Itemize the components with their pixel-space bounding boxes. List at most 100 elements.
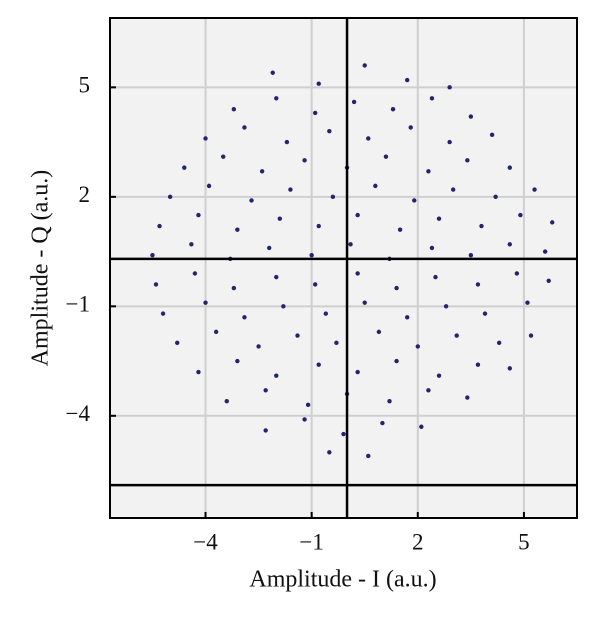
point: [189, 242, 194, 247]
point: [546, 278, 551, 283]
point: [532, 187, 537, 192]
point: [355, 271, 360, 276]
x-tick-label: −4: [193, 529, 218, 554]
point: [327, 450, 332, 455]
point: [366, 453, 371, 459]
point: [454, 333, 459, 338]
y-tick-label: −4: [66, 401, 91, 426]
point: [493, 194, 498, 200]
point: [267, 245, 272, 251]
point: [221, 154, 226, 159]
point: [373, 183, 378, 189]
point: [507, 242, 512, 247]
point: [153, 282, 159, 287]
point: [323, 311, 329, 316]
point: [259, 169, 265, 174]
point: [528, 333, 534, 338]
point: [542, 249, 548, 254]
point: [447, 139, 452, 145]
point: [443, 304, 449, 309]
x-axis-label: Amplitude - I (a.u.): [249, 567, 436, 593]
point: [383, 154, 389, 159]
point: [309, 253, 314, 258]
point: [404, 77, 410, 83]
point: [408, 125, 413, 130]
point: [175, 340, 180, 346]
point: [366, 136, 371, 141]
point: [224, 399, 229, 404]
point: [362, 63, 367, 68]
point: [312, 110, 318, 116]
point: [412, 198, 417, 203]
point: [316, 362, 321, 367]
point: [327, 128, 332, 134]
y-tick-label: 2: [79, 182, 91, 207]
point: [507, 366, 512, 371]
point: [436, 216, 442, 221]
point: [475, 362, 481, 367]
y-axis-label: Amplitude - Q (a.u.): [28, 170, 54, 367]
point: [433, 274, 438, 280]
point: [256, 344, 261, 349]
point: [450, 187, 456, 192]
point: [507, 165, 512, 170]
point: [362, 300, 367, 305]
point: [263, 388, 268, 393]
point: [397, 227, 403, 232]
point: [203, 300, 208, 305]
point: [302, 158, 307, 163]
point: [263, 428, 268, 433]
point: [249, 198, 254, 203]
point: [196, 369, 201, 375]
point: [380, 420, 385, 426]
point: [419, 424, 424, 429]
point: [415, 344, 420, 349]
point: [390, 107, 396, 112]
point: [192, 271, 198, 276]
point: [203, 136, 208, 141]
point: [196, 212, 201, 218]
point: [231, 107, 237, 112]
point: [404, 315, 410, 320]
point: [465, 395, 470, 400]
point: [426, 388, 431, 393]
point: [270, 70, 275, 75]
point: [157, 223, 162, 229]
y-tick-label: −1: [66, 292, 90, 317]
point: [394, 285, 399, 291]
point: [468, 114, 474, 119]
point: [206, 183, 212, 189]
point: [436, 373, 442, 378]
point: [447, 85, 452, 90]
point: [429, 96, 435, 101]
point: [274, 373, 279, 378]
point: [479, 223, 484, 229]
point: [288, 187, 293, 192]
point: [160, 311, 166, 316]
point: [316, 81, 321, 86]
point: [302, 417, 307, 422]
point: [426, 169, 431, 174]
point: [348, 242, 353, 247]
point: [489, 132, 495, 137]
point: [387, 399, 392, 404]
point: [518, 212, 523, 218]
point: [496, 340, 502, 346]
point: [312, 282, 318, 287]
y-tick-label: 5: [79, 73, 91, 98]
point: [468, 253, 474, 258]
point: [274, 96, 279, 101]
plot-background: [110, 18, 577, 518]
point: [482, 311, 488, 316]
point: [514, 271, 520, 276]
point: [235, 227, 240, 232]
point: [274, 274, 279, 280]
plot-frame: [109, 17, 578, 519]
point: [330, 194, 336, 200]
point: [334, 340, 339, 346]
point: [235, 358, 240, 364]
point: [277, 216, 283, 221]
point: [341, 431, 346, 437]
point: [355, 369, 360, 375]
